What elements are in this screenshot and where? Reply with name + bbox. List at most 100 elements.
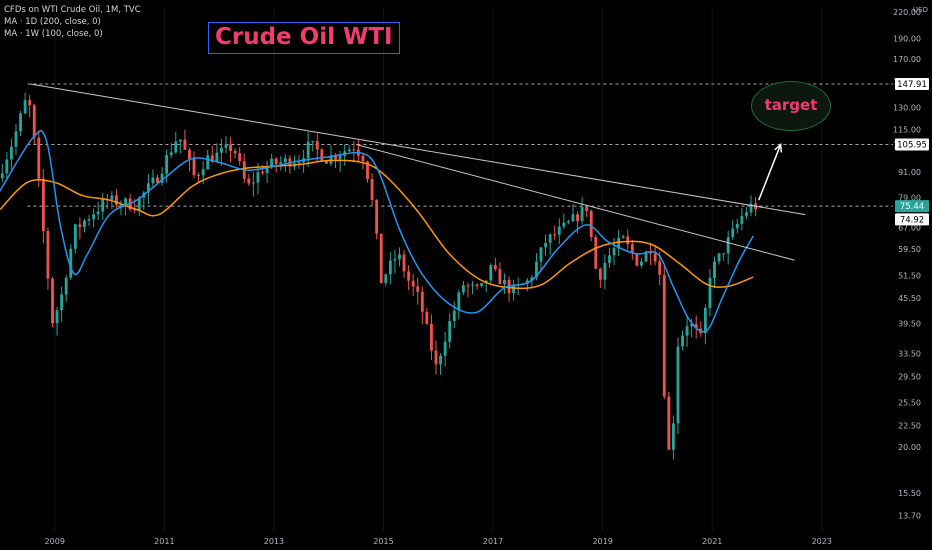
price-axis-bg [893,0,932,550]
price-label-box [895,200,929,213]
ma2-label[interactable]: MA · 1W (100, close, 0) [4,29,103,39]
candle-body [749,203,753,213]
ma-fast-line [0,130,754,333]
candle-body [0,173,4,179]
price-tick-label: 67.00 [898,224,921,233]
trendlines [30,83,806,261]
candle-body [347,149,351,152]
candle-body [489,265,493,281]
grid-lines [54,8,823,532]
price-tick-label: 45.50 [898,294,921,303]
candles [0,92,757,460]
candle-body [169,152,173,156]
candle-body [448,321,452,342]
candle-body [261,172,264,174]
candle-body [717,253,721,262]
target-arrow [758,142,783,201]
candle-body [566,221,570,223]
candle-body [626,236,630,245]
candle-body [425,311,429,324]
candle-body [279,162,283,165]
candle-body [393,259,397,261]
candle-body [726,237,730,254]
candle-body [229,144,232,151]
ma1-label[interactable]: MA · 1D (200, close, 0) [4,17,101,27]
candle-body [46,231,50,279]
price-tick-label: 15.50 [898,489,921,498]
time-tick-label: 2019 [592,537,612,546]
candle-body [238,153,242,162]
candle-body [247,178,251,184]
candle-body [402,254,406,272]
candle-body [306,141,310,159]
candle-body [69,248,73,278]
candle-body [366,161,369,180]
candle-body [197,174,201,176]
time-tick-label: 2015 [373,537,393,546]
candle-body [156,177,159,183]
candle-body [690,323,694,327]
time-axis[interactable]: 2009 2011 2013 2015 2017 2019 2021 2023 [45,537,832,546]
candle-body [512,285,516,294]
price-axis[interactable]: 220.00190.00170.00150.00130.00115.00105.… [893,0,932,550]
candle-body [28,100,32,106]
candle-body [612,248,616,256]
candle-body [165,155,169,174]
candle-body [548,234,552,243]
candle-body [96,211,100,215]
price-labels: 147.91 105.95 75.44 74.92 [895,78,929,226]
candle-body [640,261,643,266]
target-annotation[interactable]: target [751,81,831,131]
candle-body [73,224,77,249]
candle-body [461,285,465,293]
candle-body [480,282,484,286]
candle-body [92,214,96,220]
candle-body [439,355,442,365]
candle-body [503,279,506,285]
candle-body [201,169,205,176]
currency-label: USD [913,6,928,14]
candle-body [274,158,278,165]
price-tick-label: 25.50 [898,399,921,408]
candle-body [452,310,456,322]
candle-body [206,155,210,170]
candle-body [210,155,214,162]
candle-body [475,284,479,286]
candle-body [220,147,223,153]
candle-body [571,214,575,222]
candle-body [83,220,86,228]
candle-body [224,144,228,148]
candle-body [9,146,13,160]
candle-body [430,323,433,351]
price-label-text: 147.91 [897,80,927,90]
candle-body [146,183,150,193]
candle-body [594,237,598,269]
price-label-box [895,213,929,226]
candle-body [133,209,137,211]
time-tick-label: 2023 [812,537,832,546]
candle-body [649,251,652,254]
candle-body [124,198,127,205]
candle-body [78,224,82,228]
symbol-label[interactable]: CFDs on WTI Crude Oil, 1M, TVC [4,5,141,15]
chart-title-annotation[interactable]: Crude Oil WTI [208,22,400,54]
candle-body [297,162,301,164]
price-label-box [895,78,929,91]
candle-body [471,284,474,286]
candle-body [325,160,328,164]
candle-body [553,234,557,236]
candle-body [137,197,141,211]
candle-body [329,155,333,164]
time-tick-label: 2009 [45,537,65,546]
price-label-box [895,138,929,151]
candle-body [51,278,54,324]
candle-body [434,350,438,365]
time-tick-label: 2013 [264,537,284,546]
candle-body [658,261,662,275]
candle-body [256,172,260,183]
arrow-shaft [758,144,782,201]
candle-body [589,211,593,238]
candle-body [585,206,589,212]
candle-body [466,285,470,287]
